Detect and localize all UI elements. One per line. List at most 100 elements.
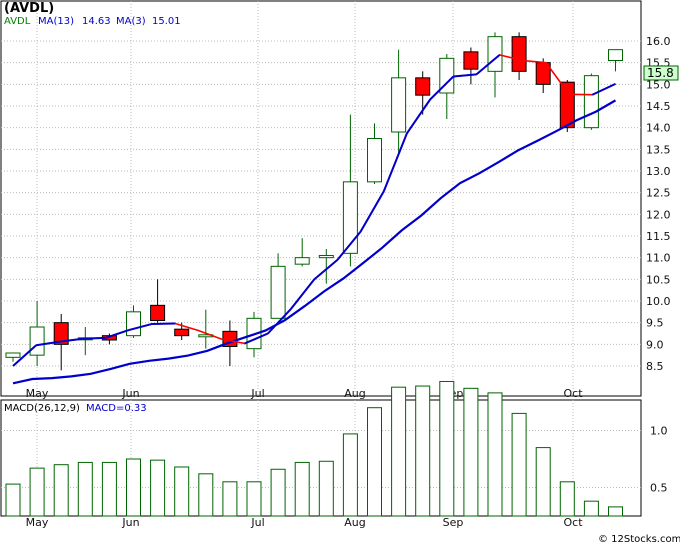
- macd-bar: [101, 461, 117, 517]
- macd-bars: [5, 380, 623, 517]
- ma3-rising-segment: [475, 54, 501, 76]
- ma3-rising-segment: [453, 73, 477, 78]
- y-tick-label: 13.0: [646, 165, 671, 178]
- macd-bar: [608, 506, 623, 517]
- macd-bar: [463, 387, 479, 517]
- candle: [318, 249, 334, 284]
- macd-x-tick-label: Aug: [344, 516, 365, 529]
- macd-value: MACD=0.33: [86, 403, 147, 414]
- y-tick-label: 16.0: [646, 35, 671, 48]
- macd-bar: [342, 433, 358, 517]
- macd-bar: [559, 481, 575, 517]
- macd-bar: [77, 461, 93, 517]
- ma3-rising-segment: [36, 340, 60, 347]
- macd-x-tick-label: Jul: [250, 516, 264, 529]
- ma3-rising-segment: [290, 278, 316, 310]
- ma3-rising-segment: [313, 259, 339, 281]
- macd-date-axis: May Jun Jul Aug Sep Oct: [26, 516, 584, 529]
- ma3-rising-segment: [406, 98, 431, 134]
- ma3-rising-segment: [591, 82, 616, 96]
- y-tick-label: 15.0: [646, 78, 671, 91]
- candle-body: [318, 255, 334, 259]
- macd-bar: [126, 458, 141, 517]
- ma3-rising-segment: [429, 75, 454, 101]
- ma3-rising-segment: [82, 336, 106, 340]
- y-tick-label: 9.5: [646, 317, 664, 330]
- macd-bar: [367, 407, 382, 517]
- macd-bar: [174, 466, 190, 517]
- candle-body: [150, 304, 166, 322]
- candle-body: [559, 81, 575, 129]
- candle-body: [174, 328, 190, 337]
- macd-bar: [535, 447, 551, 517]
- candle: [463, 47, 479, 85]
- ma3-label: MA(3): [116, 16, 146, 27]
- macd-bar: [487, 392, 503, 517]
- y-tick-label: 11.0: [646, 252, 671, 265]
- last-price-value: 15.8: [647, 66, 674, 80]
- y-tick-label: 14.0: [646, 122, 671, 135]
- candle-body: [487, 36, 503, 72]
- candle-body: [53, 322, 69, 345]
- x-tick-label: Jul: [250, 387, 264, 400]
- candle: [391, 49, 407, 154]
- macd-bar: [5, 483, 21, 517]
- candle-body: [415, 77, 431, 96]
- chart-symbol: (AVDL): [4, 1, 54, 16]
- candle-body: [511, 36, 527, 72]
- candle-body: [270, 265, 286, 319]
- ma3-rising-segment: [105, 329, 130, 339]
- candle: [415, 71, 431, 115]
- candle-body: [126, 311, 141, 337]
- y-tick-label: 8.5: [646, 360, 664, 373]
- last-price-badge: [643, 65, 679, 81]
- y-tick-label: 10.0: [646, 295, 671, 308]
- macd-bar: [511, 412, 527, 517]
- ma3-rising-segment: [382, 132, 408, 192]
- ma3-rising-segment: [359, 190, 385, 233]
- y-tick-label: 11.5: [646, 230, 671, 243]
- ma13-line: [12, 99, 617, 385]
- ma3-rising-segment: [128, 322, 153, 332]
- macd-params: MACD(26,12,9): [4, 403, 80, 414]
- macd-bar: [150, 459, 166, 517]
- macd-bar: [415, 385, 431, 517]
- macd-bar: [318, 460, 334, 517]
- candle-body: [342, 181, 358, 254]
- macd-x-tick-label: May: [26, 516, 49, 529]
- macd-bar: [294, 461, 310, 517]
- macd-axis: 0.5 1.0: [650, 425, 668, 495]
- candle-body: [583, 75, 599, 129]
- macd-y-tick-label: 0.5: [650, 482, 668, 495]
- macd-bar: [439, 380, 455, 517]
- candle: [608, 49, 623, 72]
- x-tick-label: Oct: [563, 387, 583, 400]
- ma13-value: 14.63: [82, 16, 111, 27]
- macd-bar: [270, 468, 286, 517]
- candle-body: [29, 326, 45, 356]
- x-tick-label: Jun: [121, 387, 139, 400]
- macd-bar: [53, 464, 69, 517]
- price-axis: 8.5 9.0 9.5 10.0 10.5 11.0 11.5 12.0 12.5 13.0 13.…: [646, 35, 671, 373]
- candles: [5, 32, 623, 371]
- y-tick-label: 14.5: [646, 100, 671, 113]
- candle-body: [5, 352, 21, 358]
- candle-body: [391, 77, 407, 133]
- candle-body: [294, 257, 310, 265]
- candle: [294, 238, 310, 267]
- candle: [342, 114, 358, 267]
- macd-bar: [583, 500, 599, 517]
- candle: [5, 352, 21, 362]
- price-panel: [0, 0, 642, 397]
- candle-body: [367, 138, 382, 183]
- macd-bar: [222, 481, 238, 517]
- y-tick-label: 12.0: [646, 208, 671, 221]
- candle: [150, 279, 166, 323]
- ma3-rising-segment: [267, 308, 292, 335]
- ma3-value: 15.01: [152, 16, 181, 27]
- x-tick-label: Aug: [344, 387, 365, 400]
- candle: [270, 253, 286, 319]
- macd-bar: [198, 473, 214, 517]
